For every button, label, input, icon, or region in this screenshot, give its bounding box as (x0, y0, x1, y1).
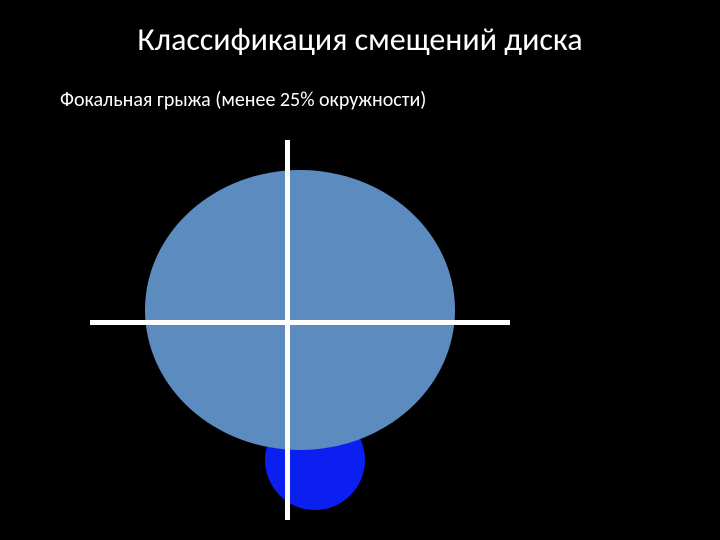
disc-diagram (90, 140, 510, 520)
slide-title: Классификация смещений диска (0, 20, 720, 59)
disc-shape (145, 170, 455, 450)
slide-subtitle: Фокальная грыжа (менее 25% окружности) (60, 88, 426, 112)
horizontal-axis (90, 320, 510, 325)
vertical-axis (285, 140, 290, 520)
